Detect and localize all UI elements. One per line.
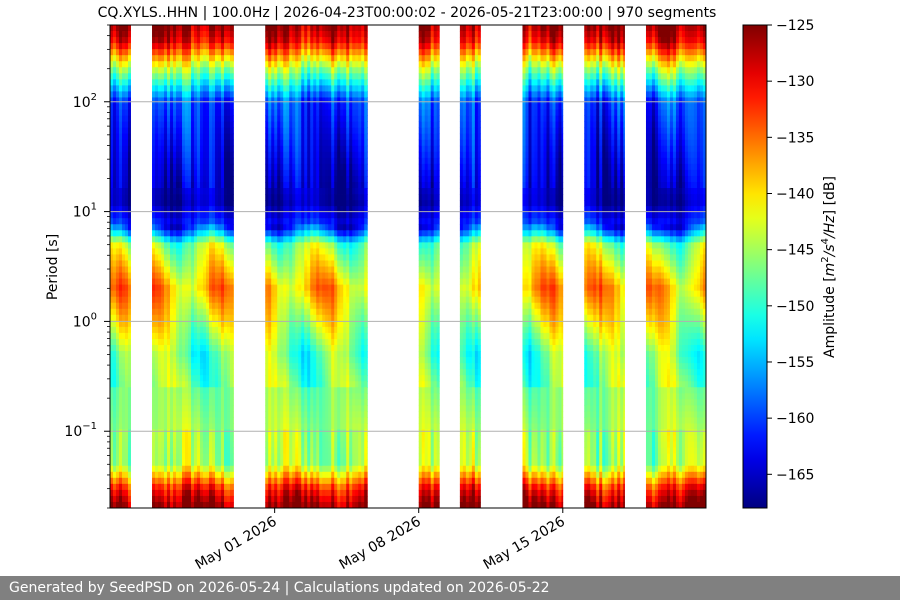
heatmap-segment: [645, 25, 706, 508]
colorbar-tick-label: −145: [776, 243, 814, 259]
x-axis: May 01 2026 May 08 2026 May 15 2026: [193, 508, 568, 573]
heatmap-segment: [110, 25, 131, 508]
heatmap-segment: [418, 25, 440, 508]
y-tick-label: 101: [73, 202, 97, 221]
y-tick-label: 102: [73, 92, 97, 111]
colorbar-tick-label: −160: [776, 411, 814, 427]
x-tick-label: May 15 2026: [481, 514, 568, 574]
colorbar-tick-label: −150: [776, 299, 814, 315]
x-tick-label: May 08 2026: [337, 514, 424, 574]
colorbar-label: Amplitude [m2/s4/Hz] [dB]: [820, 176, 838, 358]
y-tick-label: 10−1: [64, 421, 97, 440]
colorbar-tick-label: −130: [776, 74, 814, 90]
heatmap-segment: [459, 25, 481, 508]
chart-title: CQ.XYLS..HHN | 100.0Hz | 2026-04-23T00:0…: [98, 5, 717, 21]
footer-bar: Generated by SeedPSD on 2026-05-24 | Cal…: [0, 576, 900, 600]
colorbar-tick-label: −155: [776, 355, 814, 371]
heatmap: [110, 25, 706, 508]
heatmap-segment: [265, 25, 368, 508]
y-axis: 10−1 100 101 102: [64, 24, 110, 509]
heatmap-segment: [522, 25, 564, 508]
colorbar-tick-label: −125: [776, 18, 814, 34]
x-tick-label: May 01 2026: [193, 514, 280, 574]
colorbar-tick-label: −140: [776, 186, 814, 202]
heatmap-segment: [152, 25, 234, 508]
grid-lines: [110, 101, 706, 432]
colorbar: [742, 24, 768, 509]
colorbar-ticks: −125 −130 −135 −140 −145 −150 −155 −160 −165: [767, 18, 814, 483]
colorbar-tick-label: −165: [776, 467, 814, 483]
y-tick-label: 100: [73, 311, 97, 330]
y-axis-label: Period [s]: [45, 234, 61, 300]
plot-frame: [109, 24, 707, 509]
footer-text: Generated by SeedPSD on 2026-05-24 | Cal…: [9, 580, 550, 596]
heatmap-segment: [584, 25, 625, 508]
colorbar-tick-label: −135: [776, 130, 814, 146]
